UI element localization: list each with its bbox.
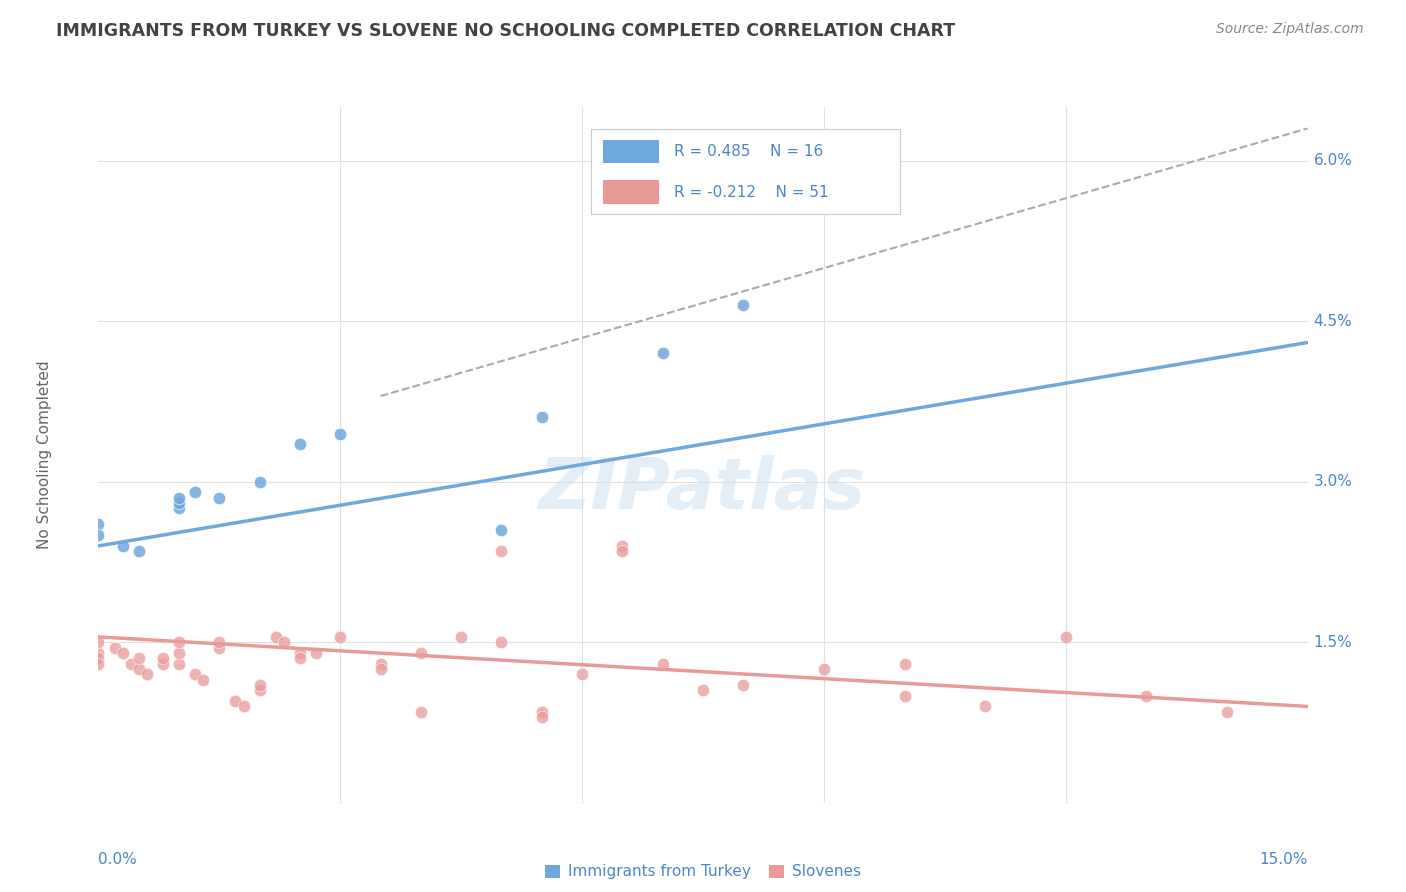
Point: [491, 544, 513, 558]
Point: [305, 646, 328, 660]
Point: [450, 630, 472, 644]
Point: [87, 646, 110, 660]
Point: [128, 662, 150, 676]
Point: [120, 657, 142, 671]
Bar: [603, 180, 658, 204]
Legend: Immigrants from Turkey, Slovenes: Immigrants from Turkey, Slovenes: [538, 858, 868, 886]
Point: [273, 635, 295, 649]
Point: [733, 678, 755, 692]
Point: [651, 346, 673, 360]
Point: [152, 657, 174, 671]
Text: R = 0.485    N = 16: R = 0.485 N = 16: [673, 144, 824, 159]
Point: [651, 657, 673, 671]
Point: [893, 657, 915, 671]
Point: [167, 657, 190, 671]
Text: 4.5%: 4.5%: [1313, 314, 1353, 328]
Point: [1054, 630, 1077, 644]
Point: [530, 410, 553, 425]
Point: [167, 501, 190, 516]
Point: [733, 298, 755, 312]
Point: [208, 491, 231, 505]
Point: [249, 683, 271, 698]
Point: [264, 630, 287, 644]
Point: [491, 523, 513, 537]
Point: [409, 646, 432, 660]
Point: [184, 485, 207, 500]
Point: [167, 496, 190, 510]
Text: 1.5%: 1.5%: [1313, 635, 1353, 649]
Point: [208, 640, 231, 655]
Bar: [603, 139, 658, 163]
Point: [530, 705, 553, 719]
Text: Source: ZipAtlas.com: Source: ZipAtlas.com: [1216, 22, 1364, 37]
Text: No Schooling Completed: No Schooling Completed: [37, 360, 52, 549]
Point: [87, 517, 110, 532]
Point: [152, 651, 174, 665]
Text: ZIPatlas: ZIPatlas: [540, 455, 866, 524]
Point: [128, 544, 150, 558]
Point: [1216, 705, 1239, 719]
Point: [184, 667, 207, 681]
Text: IMMIGRANTS FROM TURKEY VS SLOVENE NO SCHOOLING COMPLETED CORRELATION CHART: IMMIGRANTS FROM TURKEY VS SLOVENE NO SCH…: [56, 22, 955, 40]
Point: [87, 635, 110, 649]
Point: [103, 640, 125, 655]
Point: [409, 705, 432, 719]
Text: 15.0%: 15.0%: [1260, 852, 1308, 866]
Point: [329, 426, 352, 441]
Text: 3.0%: 3.0%: [1313, 475, 1353, 489]
Point: [111, 646, 134, 660]
Point: [893, 689, 915, 703]
Point: [128, 651, 150, 665]
Point: [87, 651, 110, 665]
Point: [530, 710, 553, 724]
Point: [167, 491, 190, 505]
Point: [208, 635, 231, 649]
Point: [370, 657, 392, 671]
Point: [167, 646, 190, 660]
Point: [813, 662, 835, 676]
Point: [288, 437, 311, 451]
Point: [370, 662, 392, 676]
Point: [135, 667, 157, 681]
Text: R = -0.212    N = 51: R = -0.212 N = 51: [673, 185, 828, 200]
Point: [612, 539, 634, 553]
Point: [167, 635, 190, 649]
Point: [193, 673, 215, 687]
Point: [612, 544, 634, 558]
Text: 0.0%: 0.0%: [98, 852, 138, 866]
Point: [111, 539, 134, 553]
Point: [232, 699, 254, 714]
Point: [491, 635, 513, 649]
Point: [224, 694, 246, 708]
Point: [571, 667, 593, 681]
Point: [288, 646, 311, 660]
Text: 6.0%: 6.0%: [1313, 153, 1353, 168]
Point: [692, 683, 714, 698]
Point: [249, 475, 271, 489]
Point: [87, 657, 110, 671]
Point: [288, 651, 311, 665]
Point: [329, 630, 352, 644]
Point: [87, 528, 110, 542]
Point: [1135, 689, 1157, 703]
Point: [249, 678, 271, 692]
Point: [974, 699, 997, 714]
